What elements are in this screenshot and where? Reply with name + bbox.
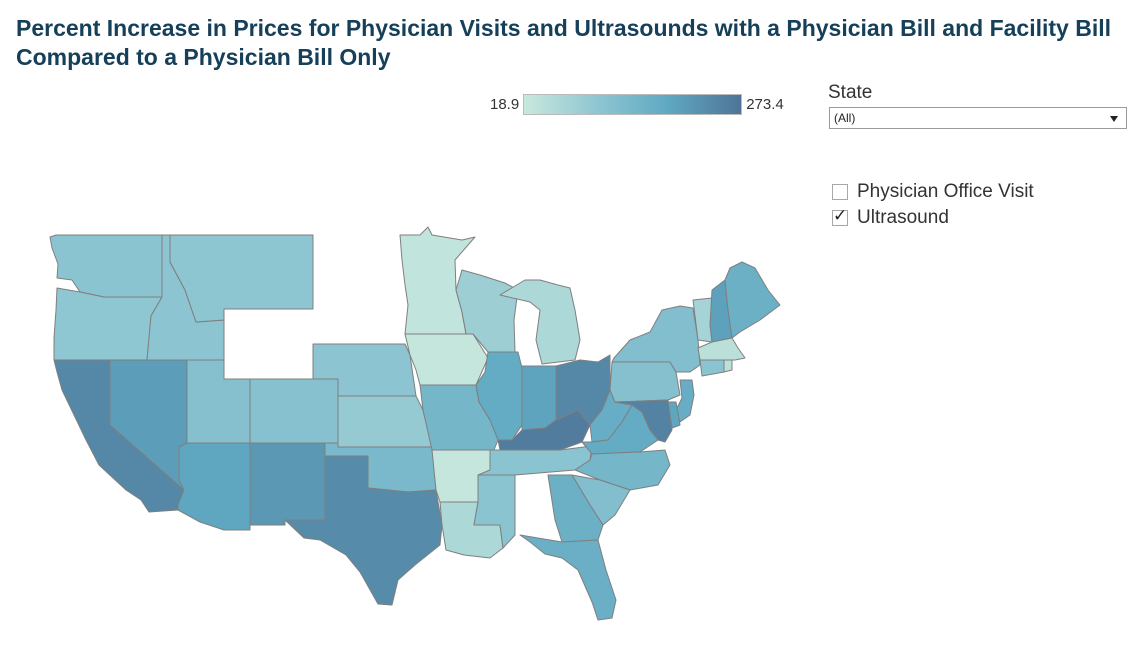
state-me[interactable] bbox=[724, 261, 781, 339]
state-az[interactable] bbox=[177, 442, 251, 531]
service-filter: Physician Office Visit ✓ Ultrasound bbox=[832, 179, 1034, 231]
ultrasound-label: Ultrasound bbox=[857, 207, 949, 228]
state-ri[interactable] bbox=[723, 359, 733, 373]
state-fl[interactable] bbox=[519, 534, 617, 621]
state-filter-value: (All) bbox=[834, 111, 856, 125]
ultrasound-checkbox[interactable]: ✓ bbox=[832, 206, 848, 226]
legend-max-label: 273.4 bbox=[746, 95, 784, 113]
physician-office-visit-checkbox[interactable] bbox=[832, 184, 848, 200]
state-ga[interactable] bbox=[547, 474, 604, 543]
state-or[interactable] bbox=[53, 287, 163, 361]
chevron-down-icon bbox=[1110, 116, 1118, 122]
state-ia[interactable] bbox=[404, 333, 489, 386]
state-in[interactable] bbox=[521, 365, 557, 431]
color-legend: 18.9 273.4 bbox=[490, 92, 784, 116]
legend-gradient-bar bbox=[523, 93, 743, 115]
state-pa[interactable] bbox=[609, 361, 681, 403]
state-filter-label: State bbox=[828, 82, 873, 103]
state-tn[interactable] bbox=[477, 445, 593, 476]
state-ut[interactable] bbox=[186, 359, 251, 444]
state-mi[interactable] bbox=[499, 279, 581, 365]
state-ny[interactable] bbox=[611, 305, 701, 373]
state-filter-dropdown[interactable]: (All) bbox=[829, 107, 1127, 129]
legend-min-label: 18.9 bbox=[490, 95, 520, 113]
physician-office-visit-option[interactable]: Physician Office Visit bbox=[832, 179, 1034, 205]
checkmark-icon: ✓ bbox=[833, 206, 848, 225]
state-tx[interactable] bbox=[284, 455, 443, 606]
state-mt[interactable] bbox=[169, 234, 314, 323]
state-wa[interactable] bbox=[49, 234, 163, 298]
state-nm[interactable] bbox=[249, 442, 326, 526]
ultrasound-option[interactable]: ✓ Ultrasound bbox=[832, 205, 1034, 231]
state-ct[interactable] bbox=[699, 359, 725, 377]
state-ks[interactable] bbox=[337, 395, 433, 448]
state-md[interactable] bbox=[614, 399, 673, 443]
page-title: Percent Increase in Prices for Physician… bbox=[16, 15, 1112, 70]
us-choropleth-map bbox=[49, 226, 781, 621]
state-ms[interactable] bbox=[473, 474, 516, 549]
state-nj[interactable] bbox=[675, 379, 695, 423]
state-co[interactable] bbox=[249, 378, 339, 444]
physician-office-visit-label: Physician Office Visit bbox=[857, 181, 1034, 202]
